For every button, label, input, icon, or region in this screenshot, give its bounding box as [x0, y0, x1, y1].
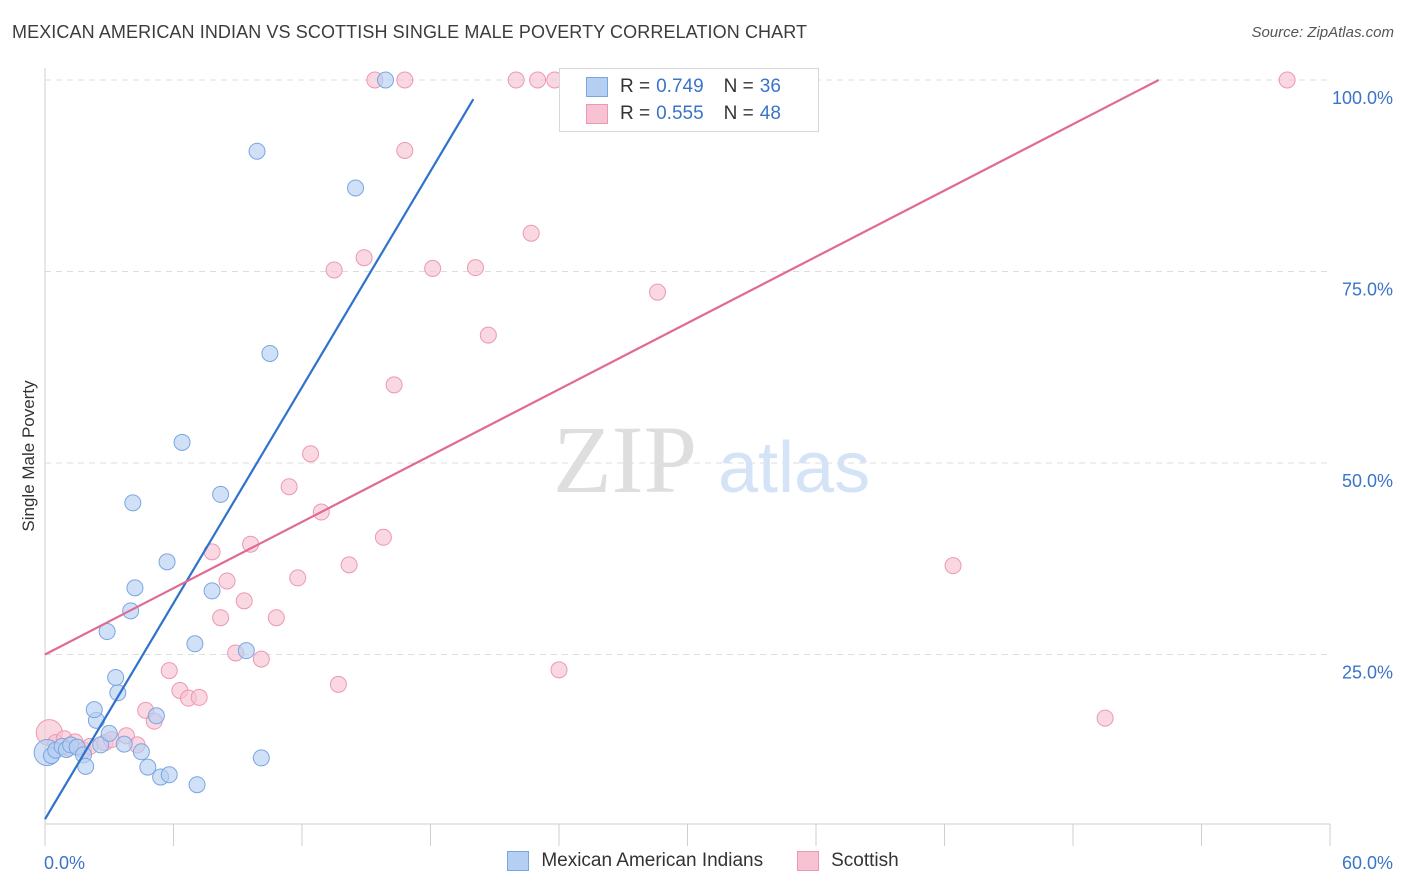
- point-mexican: [173, 433, 191, 451]
- point-mexican: [252, 749, 270, 767]
- watermark: ZIP atlas: [553, 406, 870, 513]
- point-mexican: [160, 766, 178, 784]
- point-mexican: [261, 344, 279, 362]
- legend-item-scottish[interactable]: Scottish: [797, 850, 899, 872]
- correlation-legend: R = 0.749 N = 36 R = 0.555 N = 48: [559, 68, 819, 132]
- data-points: [33, 71, 1296, 794]
- point-scottish: [424, 259, 442, 277]
- point-mexican: [248, 142, 266, 160]
- point-scottish: [218, 572, 236, 590]
- point-scottish: [507, 71, 525, 89]
- point-scottish: [325, 261, 343, 279]
- y-tick-labels: 25.0% 50.0% 75.0% 100.0%: [1332, 88, 1393, 683]
- legend-label: Scottish: [831, 850, 899, 871]
- point-scottish: [649, 283, 667, 301]
- point-mexican: [377, 71, 395, 89]
- point-scottish: [522, 224, 540, 242]
- point-scottish: [479, 326, 497, 344]
- source-attribution: Source: ZipAtlas.com: [1251, 24, 1394, 41]
- trend-line-scottish: [44, 79, 1160, 656]
- point-scottish: [235, 592, 253, 610]
- point-scottish: [355, 249, 373, 267]
- point-mexican: [147, 707, 165, 725]
- x-ticks: [44, 824, 1331, 846]
- point-mexican: [92, 736, 110, 754]
- legend-row-scottish: R = 0.555 N = 48: [586, 101, 781, 127]
- point-scottish: [302, 445, 320, 463]
- legend-n-label: N =: [723, 76, 754, 97]
- point-mexican: [188, 776, 206, 794]
- x-tick-label: 60.0%: [1342, 853, 1393, 873]
- legend-n-value: 48: [759, 103, 781, 124]
- point-scottish: [280, 478, 298, 496]
- point-scottish: [212, 609, 230, 627]
- point-mexican: [212, 485, 230, 503]
- point-scottish: [529, 71, 547, 89]
- point-mexican: [203, 582, 221, 600]
- watermark-atlas: atlas: [718, 428, 870, 508]
- legend-item-mexican-american-indians[interactable]: Mexican American Indians: [507, 850, 763, 872]
- point-mexican: [158, 553, 176, 571]
- point-scottish: [267, 609, 285, 627]
- point-scottish: [385, 376, 403, 394]
- point-scottish: [374, 528, 392, 546]
- y-tick-label: 50.0%: [1342, 471, 1393, 491]
- legend-swatch-blue: [507, 851, 530, 871]
- trend-line-mexican: [44, 98, 475, 820]
- legend-swatch-pink: [797, 851, 820, 871]
- legend-r-label: R =: [620, 103, 651, 124]
- point-scottish: [396, 141, 414, 159]
- point-scottish: [160, 662, 178, 680]
- legend-swatch-blue: [586, 77, 608, 97]
- point-scottish: [329, 675, 347, 693]
- point-mexican: [186, 635, 204, 653]
- point-scottish: [396, 71, 414, 89]
- y-tick-label: 75.0%: [1342, 280, 1393, 300]
- y-tick-label: 100.0%: [1332, 88, 1393, 108]
- point-scottish: [466, 259, 484, 277]
- legend-r-value: 0.749: [656, 76, 704, 97]
- point-mexican: [124, 494, 142, 512]
- point-scottish: [190, 688, 208, 706]
- y-tick-label: 25.0%: [1342, 663, 1393, 683]
- trend-lines: [44, 79, 1160, 820]
- point-mexican: [107, 668, 125, 686]
- point-mexican: [115, 735, 133, 753]
- point-scottish: [1096, 709, 1114, 727]
- point-mexican: [132, 743, 150, 761]
- point-mexican: [126, 579, 144, 597]
- point-scottish: [242, 535, 260, 553]
- point-scottish: [944, 557, 962, 575]
- y-axis-label: Single Male Poverty: [19, 380, 38, 532]
- grid-lines: [45, 79, 1330, 655]
- watermark-zip: ZIP: [553, 406, 697, 513]
- legend-label: Mexican American Indians: [541, 850, 764, 871]
- point-scottish: [340, 556, 358, 574]
- point-scottish: [1278, 71, 1296, 89]
- point-scottish: [252, 650, 270, 668]
- point-scottish: [550, 661, 568, 679]
- legend-n-value: 36: [759, 76, 781, 97]
- chart-title: MEXICAN AMERICAN INDIAN VS SCOTTISH SING…: [12, 22, 808, 42]
- legend-swatch-pink: [586, 104, 608, 124]
- x-tick-label: 0.0%: [44, 853, 85, 873]
- point-mexican: [139, 758, 157, 776]
- legend-n-label: N =: [723, 103, 754, 124]
- point-mexican: [237, 642, 255, 660]
- legend-row-mexican-american-indians: R = 0.749 N = 36: [586, 74, 781, 100]
- point-mexican: [347, 179, 365, 197]
- series-legend: Mexican American Indians Scottish: [0, 850, 1406, 872]
- legend-r-label: R =: [620, 76, 651, 97]
- point-scottish: [289, 569, 307, 587]
- legend-r-value: 0.555: [656, 103, 704, 124]
- point-mexican: [100, 724, 118, 742]
- point-mexican: [85, 701, 103, 719]
- x-tick-labels: 0.0% 60.0%: [44, 853, 1393, 873]
